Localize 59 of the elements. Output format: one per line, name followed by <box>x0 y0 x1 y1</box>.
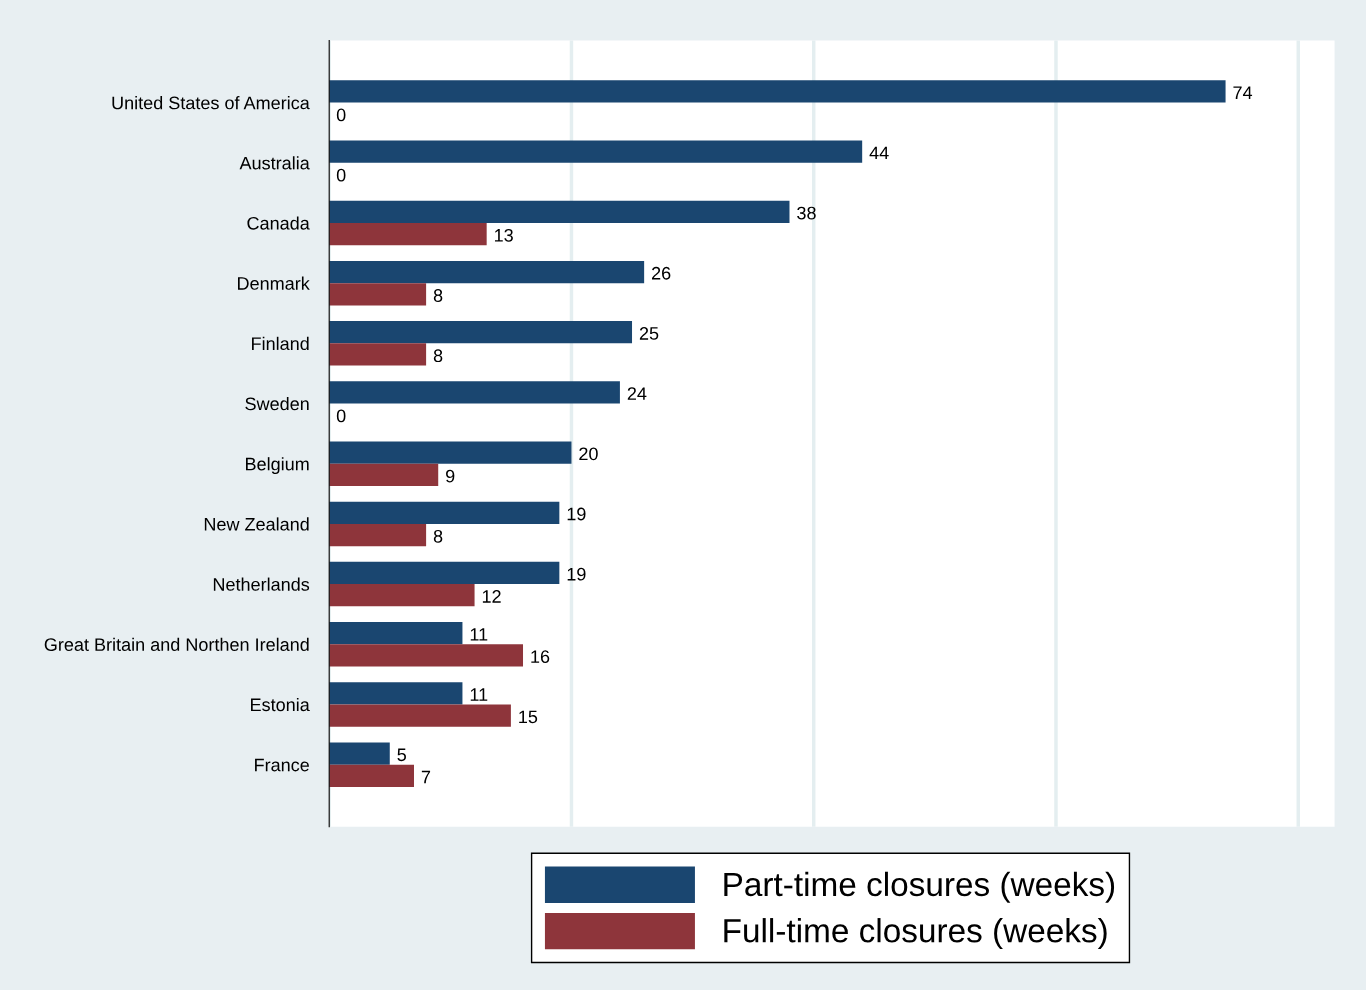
bar <box>329 441 572 464</box>
data-label: 19 <box>567 507 586 521</box>
bar <box>329 260 645 284</box>
bar <box>329 682 463 705</box>
data-label: 8 <box>433 349 443 363</box>
data-label: 5 <box>397 748 406 762</box>
data-label: 8 <box>433 289 443 302</box>
y-tick-label: Estonia <box>251 697 310 712</box>
data-label: 25 <box>639 327 659 340</box>
bar <box>329 523 427 547</box>
bar <box>329 764 414 787</box>
data-label: 7 <box>421 770 431 784</box>
bar <box>329 200 790 223</box>
bar <box>329 381 620 404</box>
data-label: 74 <box>1233 86 1253 99</box>
bar <box>329 561 560 585</box>
bar <box>329 80 1226 103</box>
data-label: 24 <box>627 387 647 400</box>
bar <box>329 644 524 667</box>
bar <box>329 222 487 246</box>
data-label: 26 <box>652 266 671 280</box>
data-label: 12 <box>482 590 501 603</box>
data-label: 19 <box>567 567 586 581</box>
y-tick-label: France <box>255 758 309 772</box>
data-label: 0 <box>336 168 346 182</box>
bar <box>329 140 863 163</box>
y-tick-label: United States of America <box>112 96 310 110</box>
y-tick-label: New Zealand <box>204 517 309 531</box>
bar <box>329 343 427 366</box>
data-label: 38 <box>797 206 816 220</box>
y-tick-label: Great Britain and Northen Ireland <box>44 637 309 651</box>
y-tick-label: Sweden <box>245 396 309 411</box>
bar <box>329 283 427 306</box>
data-label: 16 <box>531 650 550 664</box>
y-tick-label: Australia <box>239 156 310 170</box>
legend-label: Part-time closures (weeks) <box>724 871 1115 903</box>
data-label: 44 <box>869 146 889 160</box>
data-label: 13 <box>495 228 513 242</box>
data-label: 11 <box>470 688 488 701</box>
data-label: 11 <box>470 628 488 641</box>
y-tick-label: Netherlands <box>213 577 310 591</box>
legend-label: Full-time closures (weeks) <box>724 918 1107 950</box>
bar <box>329 742 390 765</box>
y-tick-label: Finland <box>252 336 309 351</box>
y-tick-label: Belgium <box>246 457 309 474</box>
data-label: 0 <box>336 409 346 423</box>
data-label: 15 <box>519 710 538 724</box>
data-label: 0 <box>336 108 346 122</box>
bar <box>329 704 511 727</box>
data-label: 20 <box>579 447 598 461</box>
y-tick-label: Canada <box>247 216 310 230</box>
y-tick-label: Denmark <box>238 276 310 290</box>
data-label: 9 <box>446 469 455 483</box>
bar <box>329 321 633 344</box>
data-label: 8 <box>433 529 443 543</box>
bar <box>329 584 475 607</box>
bar <box>329 622 463 645</box>
bar <box>329 463 439 486</box>
bar <box>329 501 560 524</box>
